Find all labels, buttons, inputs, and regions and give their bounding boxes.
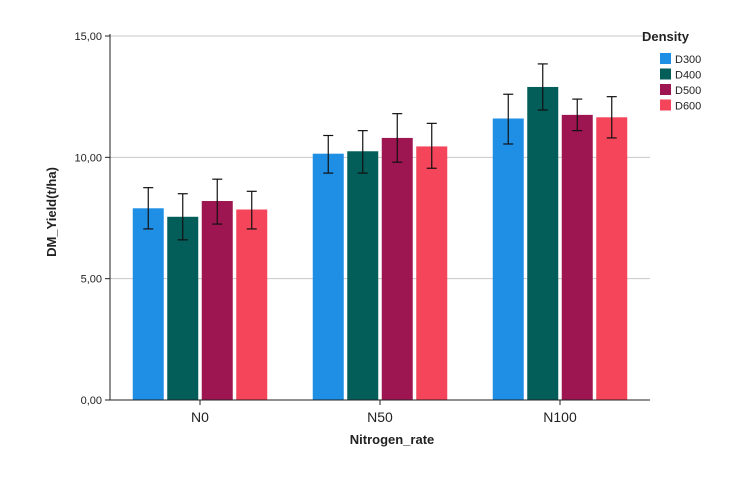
bar <box>201 201 233 400</box>
y-tick-label: 15,00 <box>74 31 102 43</box>
legend-label: D300 <box>675 54 701 66</box>
bar <box>132 208 164 400</box>
bar <box>312 153 344 400</box>
x-tick-label: N0 <box>191 409 209 425</box>
bar <box>527 86 559 401</box>
legend-swatch <box>660 84 671 95</box>
legend-swatch <box>660 53 671 64</box>
bar <box>236 209 268 400</box>
y-axis-title: DM_Yield(t/ha) <box>44 167 59 257</box>
bar <box>347 151 379 400</box>
x-tick-label: N50 <box>367 409 393 425</box>
gridlines <box>110 35 650 280</box>
axes: 0,00 5,00 10,00 15,00 N0 N50 N100 <box>74 31 650 425</box>
legend-title: Density <box>642 29 690 44</box>
bars <box>132 86 628 401</box>
x-tick-label: N100 <box>543 409 577 425</box>
legend-label: D500 <box>675 85 701 97</box>
legend-swatch <box>660 99 671 111</box>
legend-label: D400 <box>675 70 701 82</box>
y-tick-label: 10,00 <box>74 152 102 164</box>
bar <box>596 117 628 400</box>
bar <box>561 114 593 400</box>
x-axis-title: Nitrogen_rate <box>350 432 435 447</box>
legend-label: D600 <box>675 101 701 113</box>
bar <box>381 137 413 401</box>
error-bars <box>143 63 617 241</box>
y-tick-label: 0,00 <box>81 395 102 407</box>
legend-swatch <box>660 68 671 80</box>
legend: Density D300 D400 D500 D600 <box>642 29 701 113</box>
bar <box>492 118 524 401</box>
y-tick-label: 5,00 <box>81 274 102 286</box>
bar <box>167 216 199 400</box>
bar <box>416 146 448 400</box>
